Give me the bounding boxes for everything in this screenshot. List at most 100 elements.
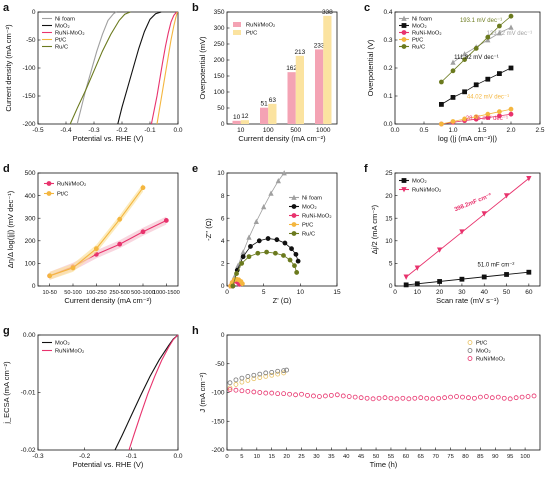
data-point (461, 51, 468, 57)
plot-frame (226, 11, 338, 125)
panel-label-e: e (192, 163, 198, 175)
data-point (257, 375, 263, 380)
data-point (299, 391, 304, 397)
data-point (239, 388, 245, 394)
x-tick-label: 500-1000 (131, 290, 155, 296)
data-point (436, 395, 442, 401)
x-tick-label: -0.1 (144, 127, 156, 134)
legend-label: MoO₂ (55, 24, 70, 30)
legend-label: MoO₂ (412, 24, 427, 30)
slope-annotation: 193.1 mV dec⁻¹ (460, 18, 502, 24)
x-tick-label: 65 (418, 454, 424, 460)
y-tick-label: 0.0 (383, 121, 392, 128)
data-point (496, 109, 502, 115)
data-point (253, 218, 259, 224)
bar (232, 120, 241, 124)
data-point (485, 37, 491, 43)
y-tick-label: 300 (214, 25, 225, 32)
data-point (508, 111, 514, 117)
data-point (256, 238, 262, 244)
x-tick-label: 0.5 (419, 127, 428, 134)
x-tick-label: 0.0 (173, 453, 182, 460)
data-point (370, 396, 376, 402)
data-point (448, 394, 453, 400)
series-line (128, 334, 179, 451)
x-tick-label: 55 (388, 454, 394, 460)
bar-value-label: 12 (241, 113, 249, 120)
data-point (239, 281, 245, 287)
x-axis-label: Time (h) (370, 460, 398, 469)
data-point (526, 176, 532, 182)
data-point (437, 279, 443, 284)
data-point (227, 385, 233, 391)
data-point (473, 46, 479, 51)
x-tick-label: 45 (358, 454, 364, 460)
y-tick-label: 0 (221, 332, 225, 339)
data-point (284, 367, 290, 373)
x-axis-label: log (|j (mA cm⁻²)|) (438, 134, 498, 143)
data-point (269, 372, 275, 378)
data-point (251, 389, 257, 395)
legend-label: RuNi/MoO₂ (476, 357, 505, 363)
data-point (233, 382, 239, 387)
data-point (293, 251, 299, 257)
panel-label-g: g (3, 325, 10, 337)
data-point (265, 236, 271, 241)
x-tick-label: 2.0 (506, 127, 515, 134)
data-point (239, 260, 245, 266)
y-tick-label: -150 (211, 418, 224, 425)
data-point (496, 71, 502, 76)
series-line (150, 11, 178, 125)
data-point (264, 249, 270, 255)
y-tick-label: 0.00 (23, 332, 36, 339)
x-tick-label: 80 (462, 454, 468, 460)
data-point (257, 371, 263, 377)
series-line (117, 11, 162, 125)
y-tick-label: -0.02 (21, 447, 36, 454)
y-tick-label: 0.1 (383, 93, 392, 100)
y-tick-label: 350 (214, 9, 225, 16)
data-point (438, 121, 444, 127)
data-point (305, 392, 310, 398)
x-tick-label: -0.4 (60, 127, 72, 134)
y-tick-label: -100 (22, 65, 35, 72)
x-tick-label: 1.5 (477, 127, 486, 134)
data-point (414, 265, 420, 271)
data-point (275, 391, 281, 397)
data-point (317, 394, 322, 399)
data-point (442, 395, 448, 401)
x-tick-label: 1000 (316, 127, 331, 134)
x-tick-label: 1.0 (448, 127, 457, 134)
y-tick-label: 0 (32, 283, 36, 290)
data-point (459, 276, 465, 282)
legend-marker (467, 356, 473, 361)
x-tick-label: 15 (268, 454, 274, 460)
bar (260, 107, 269, 124)
panel-f: f 0 10 20 30 40 50 60 0 5 10 15 20 25 398.2mF cm⁻² 51.0… (364, 163, 541, 305)
data-point (525, 394, 531, 399)
data-point (245, 378, 251, 383)
y-axis-label: Δj/2 (mA cm⁻²) (370, 204, 379, 254)
panel-c: c 0.0 0.5 1.0 1.5 2.0 2.5 0.0 0.1 0.2 0.3 0.4 193.1 … (364, 2, 545, 143)
data-point (364, 395, 370, 401)
slope-annotation: 398.2mF cm⁻² (453, 192, 492, 213)
plot-frame (37, 172, 179, 287)
data-point (438, 79, 444, 85)
slope-annotation: 133.72 mV dec⁻¹ (487, 31, 533, 37)
y-tick-label: 15 (385, 215, 393, 222)
series-line (76, 11, 117, 125)
y-tick-label: 2 (221, 261, 225, 268)
legend-marker (401, 44, 407, 49)
data-point (481, 211, 487, 217)
y-tick-label: 200 (25, 238, 36, 245)
x-tick-label: 40 (343, 454, 349, 460)
slope-annotation: 28.76 mV dec⁻¹ (466, 116, 508, 122)
x-tick-label: -0.3 (88, 127, 100, 134)
data-point (462, 57, 468, 62)
x-tick-label: -0.3 (32, 453, 44, 460)
legend-label: Ni foam (55, 17, 75, 23)
data-point (450, 95, 456, 100)
legend-marker (291, 222, 297, 227)
data-point (287, 257, 293, 263)
